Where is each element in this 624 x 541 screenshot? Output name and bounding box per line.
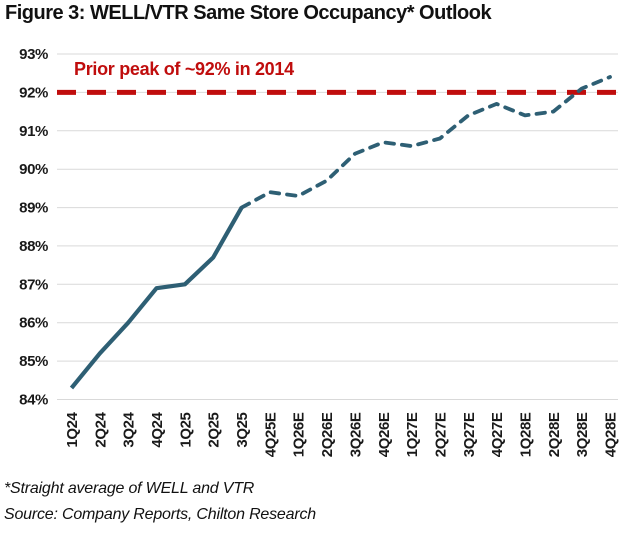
y-axis-tick-label: 92% xyxy=(19,84,48,101)
x-axis-tick-label: 2Q25 xyxy=(206,412,223,447)
y-axis-tick-label: 93% xyxy=(19,46,48,63)
x-axis-tick-label: 3Q28E xyxy=(574,412,591,457)
occupancy-line-estimate xyxy=(239,75,612,210)
x-axis-tick-label: 4Q24 xyxy=(149,411,166,447)
y-axis-tick-label: 84% xyxy=(19,392,48,409)
x-axis-tick-label: 2Q24 xyxy=(92,411,109,447)
chart-title: Figure 3: WELL/VTR Same Store Occupancy*… xyxy=(5,2,492,24)
x-axis-tick-label: 2Q27E xyxy=(432,412,449,457)
x-axis-tick-label: 3Q27E xyxy=(461,412,478,457)
y-axis-tick-label: 91% xyxy=(19,123,48,140)
x-axis-tick-label: 1Q26E xyxy=(291,412,308,457)
x-axis-tick-label: 2Q28E xyxy=(546,412,563,457)
x-axis-tick-label: 4Q25E xyxy=(262,412,279,457)
x-axis-tick-label: 3Q26E xyxy=(347,412,364,457)
y-axis-tick-label: 90% xyxy=(19,161,48,178)
x-axis-tick-label: 4Q26E xyxy=(376,412,393,457)
y-axis-tick-label: 87% xyxy=(19,276,48,293)
x-axis-tick-label: 1Q27E xyxy=(404,412,421,457)
occupancy-line-actual xyxy=(69,206,244,390)
footnote-straight-average: *Straight average of WELL and VTR xyxy=(4,480,255,497)
x-axis-tick-label: 4Q28E xyxy=(603,412,620,457)
x-axis-tick-label: 2Q26E xyxy=(319,412,336,457)
y-axis-tick-label: 89% xyxy=(19,200,48,217)
x-axis-tick-label: 3Q24 xyxy=(121,411,138,447)
footnote-source: Source: Company Reports, Chilton Researc… xyxy=(4,506,316,523)
x-axis-tick-label: 1Q24 xyxy=(64,411,81,447)
x-axis-tick-label: 1Q28E xyxy=(518,412,535,457)
x-axis-tick-label: 3Q25 xyxy=(234,412,251,447)
prior-peak-annotation: Prior peak of ~92% in 2014 xyxy=(74,59,294,79)
y-axis-tick-label: 85% xyxy=(19,353,48,370)
x-axis-tick-label: 4Q27E xyxy=(489,412,506,457)
y-axis-tick-label: 86% xyxy=(19,315,48,332)
x-axis-tick-label: 1Q25 xyxy=(177,412,194,447)
y-axis-tick-label: 88% xyxy=(19,238,48,255)
